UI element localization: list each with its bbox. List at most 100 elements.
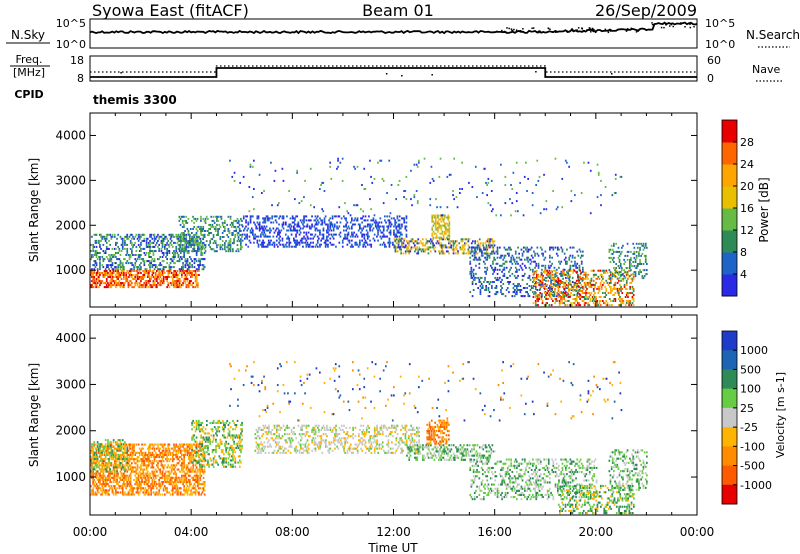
velocity-cell — [150, 462, 152, 465]
power-cell — [201, 264, 204, 267]
power-cell — [627, 300, 629, 302]
power-cell — [185, 236, 187, 238]
power-cell — [113, 247, 116, 250]
power-cell — [433, 232, 436, 235]
power-cell — [590, 277, 593, 280]
power-cell — [492, 248, 495, 251]
power-cell — [608, 248, 611, 251]
power-cell — [473, 254, 476, 257]
power-cell — [565, 260, 567, 263]
power-cell — [573, 302, 576, 305]
power-cell — [522, 246, 525, 249]
power-cell — [556, 294, 559, 296]
power-cell — [594, 292, 596, 294]
power-cell — [168, 264, 171, 267]
power-cell — [93, 264, 96, 267]
power-cell — [397, 229, 400, 232]
power-cell — [331, 235, 334, 238]
power-cell — [470, 276, 473, 279]
power-cell — [429, 238, 432, 241]
power-cell — [499, 256, 501, 259]
power-cell — [408, 244, 410, 247]
power-cell — [490, 190, 493, 192]
power-cell — [443, 252, 446, 255]
power-cell — [569, 304, 571, 307]
power-cell — [531, 192, 534, 194]
power-cell — [277, 245, 279, 248]
power-cell — [293, 229, 295, 232]
noise-search-point — [591, 27, 594, 30]
power-cell — [265, 229, 268, 232]
power-cell — [554, 246, 557, 249]
power-cell — [447, 216, 450, 219]
power-cell — [575, 271, 578, 274]
power-cell — [136, 274, 139, 276]
power-cell — [329, 241, 332, 244]
power-cell — [121, 286, 124, 289]
power-cell — [608, 256, 611, 259]
power-cell — [511, 254, 514, 257]
velocity-cell — [129, 487, 132, 490]
power-cell — [110, 264, 113, 267]
velocity-cell — [137, 474, 140, 477]
power-cell — [475, 272, 477, 275]
velocity-cell — [115, 489, 117, 492]
power-cell — [583, 281, 586, 284]
power-cell — [227, 246, 230, 249]
power-cell — [492, 260, 494, 263]
power-cell — [492, 268, 494, 271]
power-cell — [154, 243, 157, 246]
power-cell — [274, 169, 277, 172]
power-cell — [533, 279, 536, 282]
power-cell — [306, 241, 309, 244]
velocity-cell — [128, 468, 131, 471]
power-cell — [565, 294, 568, 296]
velocity-cell — [131, 453, 133, 456]
power-cell — [148, 276, 150, 278]
power-cell — [198, 266, 200, 269]
power-cell — [302, 223, 304, 226]
power-cell — [439, 250, 441, 253]
power-cell — [617, 256, 620, 259]
power-cell — [209, 223, 211, 226]
power-cell — [386, 215, 388, 218]
velocity-cell — [136, 466, 139, 469]
power-cell — [153, 264, 156, 267]
power-cell — [205, 240, 208, 243]
power-cell — [479, 293, 482, 296]
velocity-cell — [145, 464, 148, 467]
power-cell — [492, 252, 495, 255]
power-cell — [115, 268, 117, 271]
power-cell — [485, 270, 487, 273]
power-cell — [477, 258, 479, 261]
power-cell — [90, 286, 92, 289]
power-cell — [431, 242, 433, 245]
power-cell — [113, 254, 116, 256]
power-cell — [269, 243, 271, 246]
power-cell — [496, 248, 499, 251]
velocity-cell — [133, 470, 135, 473]
power-cell — [539, 285, 542, 288]
power-cell — [181, 232, 184, 234]
power-cell — [448, 222, 451, 225]
power-cell — [610, 300, 612, 302]
power-cell — [267, 229, 270, 232]
power-cell — [425, 242, 428, 245]
velocity-cell — [92, 476, 94, 479]
velocity-cell — [144, 487, 147, 490]
power-cell — [123, 272, 125, 274]
velocity-cell — [128, 485, 131, 488]
velocity-cell — [105, 445, 108, 448]
power-cell — [560, 274, 563, 277]
power-cell — [359, 223, 361, 226]
power-cell — [479, 281, 482, 283]
power-cell — [303, 235, 305, 238]
power-cell — [470, 266, 473, 269]
power-cell — [427, 246, 430, 249]
power-cell — [604, 302, 606, 305]
power-cell — [575, 287, 578, 290]
velocity-cell — [146, 483, 149, 486]
power-cell — [135, 254, 138, 256]
power-cell — [123, 241, 125, 244]
power-cell — [539, 246, 542, 249]
